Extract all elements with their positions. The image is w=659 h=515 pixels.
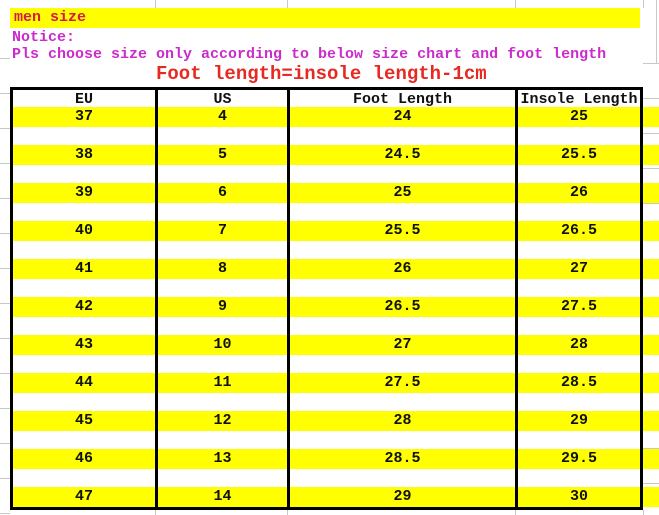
gridline-bottom-col1	[155, 510, 156, 515]
size-instruction-text: Pls choose size only according to below …	[12, 46, 607, 63]
header-cell-foot-length: Foot Length	[352, 91, 453, 108]
table-cell: 4	[217, 108, 227, 125]
foot-length-formula-text: Foot length=insole length-1cm	[156, 63, 487, 85]
table-cell: 28.5	[384, 450, 421, 467]
table-cell: 29	[569, 412, 588, 429]
table-cell: 28	[569, 336, 588, 353]
table-cell: 47	[74, 488, 93, 505]
table-cell: 27.5	[384, 374, 421, 391]
row-highlight-stripe	[10, 487, 659, 507]
table-cell: 6	[217, 184, 227, 201]
gridline-right-margin	[643, 63, 659, 515]
table-cell: 46	[74, 450, 93, 467]
header-cell-eu: EU	[74, 91, 93, 108]
row-highlight-stripe	[10, 107, 659, 127]
table-cell: 27.5	[560, 298, 597, 315]
table-cell: 13	[213, 450, 232, 467]
gridline-bottom-col2	[287, 510, 288, 515]
gridline-top-col2	[287, 0, 288, 8]
row-highlight-stripe	[10, 335, 659, 355]
row-highlight-stripe	[10, 373, 659, 393]
gridline-bottom-col4	[643, 510, 644, 515]
table-cell: 26.5	[560, 222, 597, 239]
table-cell: 12	[213, 412, 232, 429]
table-cell: 9	[217, 298, 227, 315]
table-cell: 45	[74, 412, 93, 429]
table-cell: 28.5	[560, 374, 597, 391]
row-highlight-stripe	[10, 221, 659, 241]
row-highlight-stripe	[10, 411, 659, 431]
table-cell: 8	[217, 260, 227, 277]
size-chart-table: EU US Foot Length Insole Length 37 4 24 25 38 5 24…	[10, 87, 643, 510]
table-cell: 27	[569, 260, 588, 277]
notice-label: Notice:	[12, 29, 76, 46]
table-cell: 29	[393, 488, 412, 505]
gridline-top-col4	[643, 0, 644, 8]
table-cell: 42	[74, 298, 93, 315]
row-highlight-stripe	[10, 259, 659, 279]
gridline-top-col3	[515, 0, 516, 8]
table-cell: 11	[213, 374, 232, 391]
header-cell-insole-length: Insole Length	[520, 91, 638, 108]
table-cell: 24.5	[384, 146, 421, 163]
table-cell: 26	[569, 184, 588, 201]
table-cell: 25	[569, 108, 588, 125]
table-cell: 26.5	[384, 298, 421, 315]
gridline-top-right	[656, 0, 657, 63]
table-cell: 44	[74, 374, 93, 391]
gridline-bottom-col3	[515, 510, 516, 515]
table-cell: 38	[74, 146, 93, 163]
table-cell: 43	[74, 336, 93, 353]
table-cell: 10	[213, 336, 232, 353]
table-cell: 39	[74, 184, 93, 201]
column-divider-3	[515, 90, 518, 507]
table-cell: 30	[569, 488, 588, 505]
row-highlight-stripe	[10, 297, 659, 317]
men-size-label: men size	[14, 9, 87, 26]
row-highlight-stripe	[10, 145, 659, 165]
header-cell-us: US	[213, 91, 232, 108]
table-cell: 14	[213, 488, 232, 505]
table-cell: 7	[217, 222, 227, 239]
table-cell: 24	[393, 108, 412, 125]
table-cell: 28	[393, 412, 412, 429]
row-highlight-stripe	[10, 183, 659, 203]
table-cell: 27	[393, 336, 412, 353]
table-cell: 41	[74, 260, 93, 277]
gridline-top-col1	[155, 0, 156, 8]
table-cell: 25.5	[560, 146, 597, 163]
row-highlight-stripe	[10, 449, 659, 469]
table-cell: 5	[217, 146, 227, 163]
table-cell: 37	[74, 108, 93, 125]
table-cell: 29.5	[560, 450, 597, 467]
gridline-left-margin	[0, 24, 10, 515]
men-size-title-cell: men size	[10, 8, 640, 28]
table-cell: 25.5	[384, 222, 421, 239]
column-divider-1	[155, 90, 158, 507]
table-cell: 25	[393, 184, 412, 201]
table-cell: 26	[393, 260, 412, 277]
column-divider-2	[287, 90, 290, 507]
table-cell: 40	[74, 222, 93, 239]
